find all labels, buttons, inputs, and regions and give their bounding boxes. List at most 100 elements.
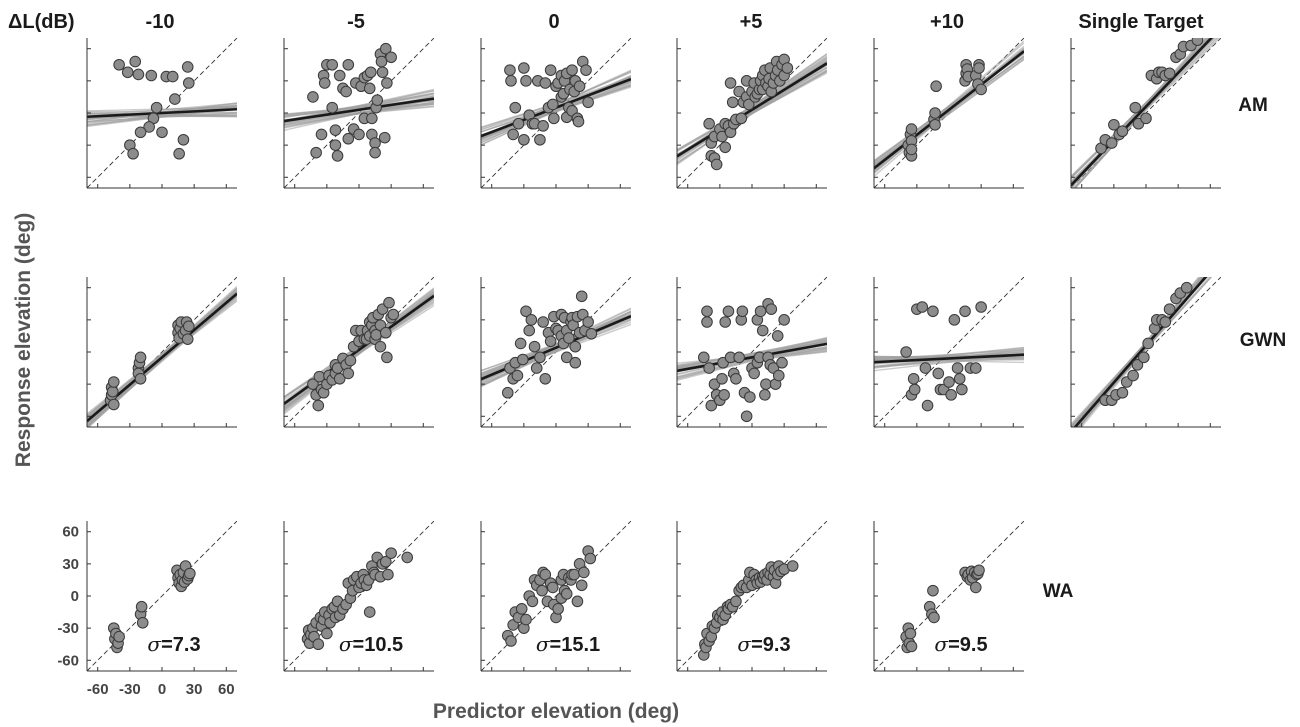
- data-point: [1131, 359, 1144, 371]
- data-point: [1138, 351, 1150, 364]
- column-title-minus10: -10: [146, 11, 175, 33]
- data-point: [697, 351, 710, 364]
- panel-am-plus10: [873, 38, 1024, 189]
- data-point: [113, 630, 125, 643]
- data-point: [520, 613, 532, 626]
- data-point: [907, 372, 920, 385]
- data-point: [181, 333, 194, 345]
- data-point: [1116, 386, 1129, 399]
- data-point: [512, 117, 525, 130]
- column-headers: ΔL(dB) -10 -5 0 +5 +10 Single Target: [8, 11, 1204, 33]
- data-point: [1163, 67, 1176, 80]
- data-point: [569, 356, 582, 369]
- panel-am-plus5: [676, 38, 827, 189]
- panel-gwn-minus5: [283, 277, 434, 428]
- data-point: [382, 568, 394, 581]
- data-point: [969, 362, 982, 374]
- data-point: [401, 551, 414, 564]
- data-point: [326, 58, 339, 71]
- column-title-0: 0: [548, 11, 559, 33]
- data-point: [1140, 112, 1152, 125]
- data-point: [786, 560, 799, 572]
- panel-plot-area: [874, 521, 1024, 671]
- x-axis-title: Predictor elevation (deg): [433, 700, 679, 723]
- data-point: [560, 351, 573, 364]
- data-point: [537, 120, 549, 132]
- y-tick-label: 30: [62, 556, 79, 573]
- data-point: [927, 584, 939, 597]
- data-point: [951, 362, 964, 374]
- data-point: [1108, 118, 1120, 131]
- row-label-wa: WA: [1043, 581, 1074, 602]
- data-point: [134, 351, 147, 364]
- data-point: [523, 324, 536, 337]
- data-point: [975, 301, 987, 313]
- x-tick-label: -30: [119, 681, 141, 698]
- bootstrap-fit-line: [284, 90, 434, 122]
- y-axis-title: Response elevation (deg): [12, 213, 35, 467]
- data-point: [177, 133, 190, 146]
- data-point: [1129, 101, 1142, 114]
- data-point: [113, 58, 125, 71]
- data-point: [307, 91, 319, 103]
- data-point: [182, 77, 195, 89]
- data-point: [331, 150, 344, 162]
- data-point: [582, 96, 594, 109]
- panel-gwn-0: [480, 277, 631, 428]
- data-point: [575, 579, 588, 592]
- data-point: [374, 340, 387, 353]
- column-title-minus5: -5: [347, 11, 365, 33]
- data-point: [515, 603, 528, 615]
- data-point: [929, 118, 941, 131]
- sigma-value: =9.3: [751, 634, 790, 656]
- panel-wa-minus5: σ=10.5: [283, 521, 434, 672]
- data-point: [369, 146, 381, 159]
- data-point: [1142, 337, 1154, 350]
- data-point: [136, 616, 149, 629]
- data-point: [701, 305, 713, 318]
- data-point: [703, 362, 715, 374]
- sigma-label: σ=15.1: [536, 632, 600, 656]
- panel-plot-area: [481, 38, 631, 188]
- data-point: [366, 112, 378, 125]
- data-point: [722, 305, 735, 318]
- sigma-symbol: σ: [934, 632, 949, 656]
- data-point: [904, 627, 917, 640]
- panel-plot-area: [677, 521, 827, 671]
- data-point: [928, 611, 940, 624]
- data-point: [318, 77, 331, 89]
- y-tick-label: 0: [71, 588, 79, 605]
- data-point: [516, 353, 529, 366]
- data-point: [585, 327, 598, 340]
- panel-wa-minus10: 60 30 0 -30 -60 -60 -30 0 30 60 σ=7.3: [57, 521, 237, 698]
- panel-gwn-plus10: [873, 277, 1024, 428]
- data-point: [919, 362, 932, 374]
- data-point: [504, 64, 516, 76]
- data-point: [719, 316, 732, 328]
- data-point: [507, 128, 519, 141]
- data-point: [754, 305, 767, 318]
- data-point: [166, 70, 179, 83]
- data-point: [518, 62, 530, 74]
- bootstrap-fit-line: [481, 85, 631, 139]
- panel-plot-area: [87, 277, 237, 427]
- sigma-value: =15.1: [550, 634, 601, 656]
- row-label-gwn: GWN: [1240, 330, 1286, 351]
- regression-line: [284, 294, 434, 405]
- data-point: [107, 376, 120, 388]
- data-point: [315, 128, 328, 141]
- panel-plot-area: [874, 277, 1024, 427]
- identity-diagonal: [677, 277, 827, 427]
- data-point: [526, 595, 539, 608]
- data-point: [150, 101, 163, 114]
- data-point: [546, 581, 559, 594]
- data-point: [143, 121, 155, 133]
- regression-line: [874, 50, 1024, 170]
- data-point: [312, 399, 325, 412]
- data-point: [927, 305, 939, 318]
- panel-plot-area: [677, 38, 827, 188]
- panel-plot-area: [677, 277, 827, 427]
- data-point: [552, 603, 564, 615]
- data-point: [948, 314, 961, 326]
